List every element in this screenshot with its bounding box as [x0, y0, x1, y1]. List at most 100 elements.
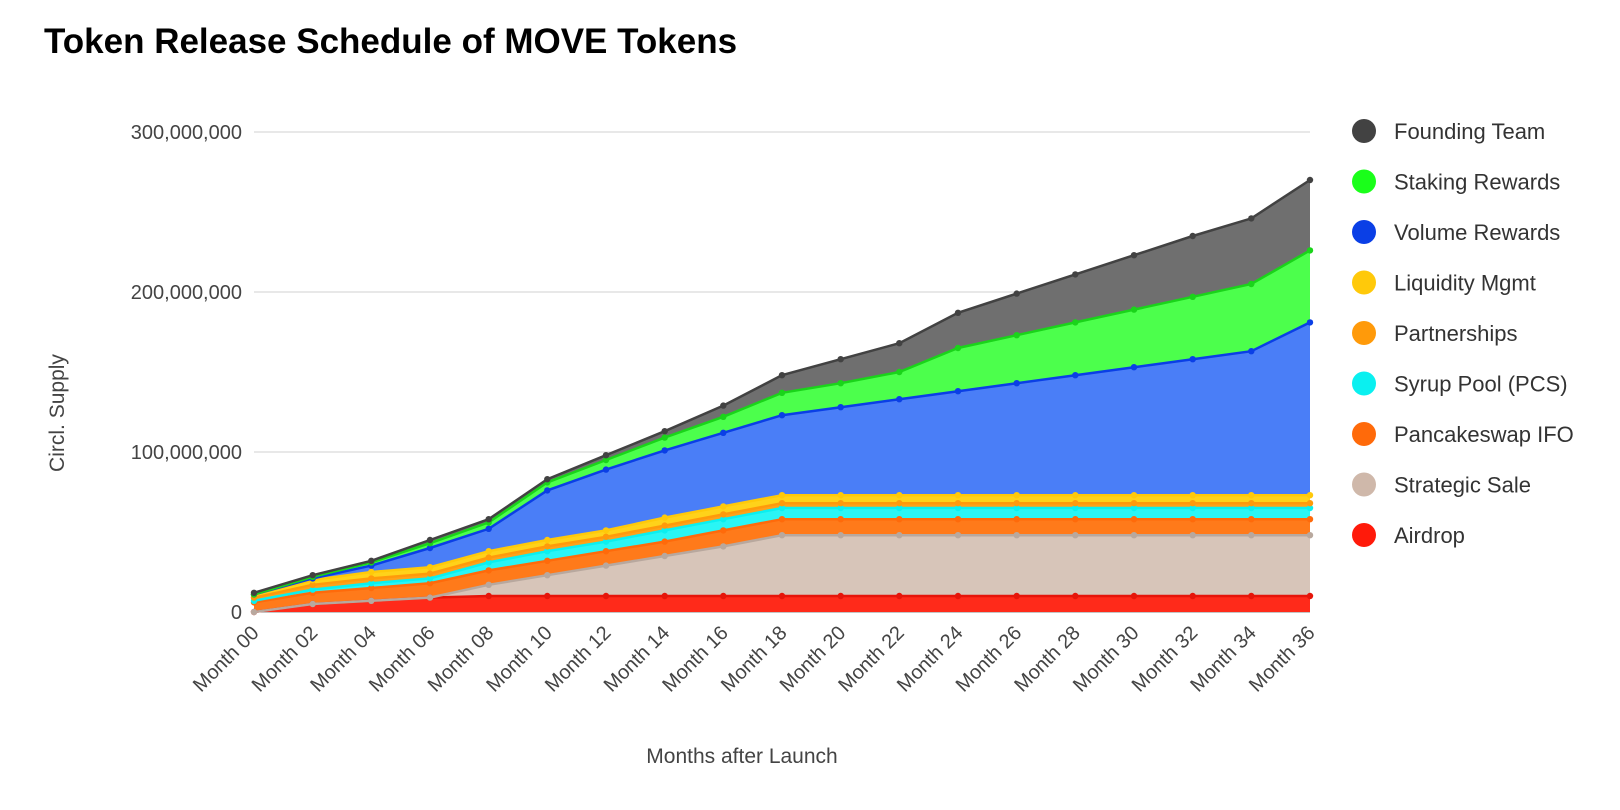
point-pancakeswap-ifo — [1306, 516, 1314, 523]
point-partnerships — [1189, 500, 1196, 507]
legend-item-volume-rewards: Volume Rewards — [1352, 220, 1560, 245]
point-pancakeswap-ifo — [954, 516, 962, 523]
point-partnerships — [602, 533, 610, 540]
point-liquidity-mgmt — [837, 492, 844, 499]
point-airdrop — [1130, 592, 1138, 600]
point-partnerships — [426, 570, 434, 577]
point-liquidity-mgmt — [661, 514, 668, 521]
point-strategic-sale — [661, 552, 668, 560]
point-partnerships — [1013, 500, 1020, 507]
area-strategic-sale — [254, 535, 1310, 612]
legend-label: Pancakeswap IFO — [1394, 422, 1574, 447]
point-strategic-sale — [426, 594, 434, 601]
point-airdrop — [837, 592, 844, 600]
point-liquidity-mgmt — [1248, 492, 1255, 499]
point-liquidity-mgmt — [1072, 492, 1079, 499]
point-founding-team — [426, 536, 434, 544]
point-strategic-sale — [1189, 532, 1196, 539]
point-strategic-sale — [1130, 532, 1138, 539]
point-syrup-pool-pcs — [778, 504, 786, 512]
point-founding-team — [1306, 176, 1314, 184]
point-airdrop — [720, 592, 727, 600]
legend-marker — [1352, 523, 1376, 547]
point-liquidity-mgmt — [1189, 492, 1196, 499]
point-strategic-sale — [544, 572, 551, 579]
point-syrup-pool-pcs — [309, 586, 316, 593]
legend: Founding Team Staking Rewards Volume Rewar… — [1352, 119, 1574, 548]
point-syrup-pool-pcs — [954, 504, 962, 512]
point-pancakeswap-ifo — [544, 557, 551, 564]
point-staking-rewards — [1130, 306, 1138, 313]
point-airdrop — [1189, 592, 1196, 600]
point-partnerships — [661, 522, 668, 529]
point-founding-team — [602, 452, 610, 459]
y-tick-label: 0 — [231, 602, 242, 624]
legend-item-pancakeswap-ifo: Pancakeswap IFO — [1352, 422, 1574, 447]
point-founding-team — [1189, 232, 1196, 240]
point-staking-rewards — [1306, 247, 1314, 254]
point-volume-rewards — [1306, 319, 1314, 326]
y-tick-label: 200,000,000 — [131, 282, 242, 304]
point-liquidity-mgmt — [602, 527, 610, 534]
legend-label: Founding Team — [1394, 119, 1545, 144]
point-staking-rewards — [661, 434, 668, 441]
point-liquidity-mgmt — [954, 492, 962, 499]
legend-marker — [1352, 422, 1376, 446]
point-founding-team — [837, 356, 844, 363]
legend-marker — [1352, 270, 1376, 295]
point-strategic-sale — [250, 608, 258, 616]
legend-label: Liquidity Mgmt — [1394, 271, 1536, 296]
point-volume-rewards — [426, 544, 434, 552]
point-partnerships — [954, 500, 962, 507]
legend-item-syrup-pool-pcs: Syrup Pool (PCS) — [1352, 371, 1568, 397]
point-strategic-sale — [720, 543, 727, 550]
point-pancakeswap-ifo — [1248, 516, 1255, 523]
point-founding-team — [954, 309, 962, 316]
point-partnerships — [309, 581, 316, 588]
point-pancakeswap-ifo — [720, 527, 727, 534]
series-lines — [250, 176, 1314, 616]
legend-label: Strategic Sale — [1394, 473, 1531, 498]
point-strategic-sale — [1072, 532, 1079, 539]
point-pancakeswap-ifo — [426, 580, 434, 587]
area-founding-team — [254, 180, 1310, 595]
point-staking-rewards — [602, 456, 610, 464]
area-pancakeswap-ifo — [254, 519, 1310, 612]
point-syrup-pool-pcs — [896, 504, 903, 512]
point-strategic-sale — [896, 532, 903, 539]
legend-label: Syrup Pool (PCS) — [1394, 372, 1568, 397]
point-partnerships — [896, 500, 903, 507]
legend-item-airdrop: Airdrop — [1352, 523, 1465, 548]
point-pancakeswap-ifo — [1130, 516, 1138, 523]
point-staking-rewards — [1248, 280, 1255, 288]
point-pancakeswap-ifo — [368, 584, 375, 592]
point-partnerships — [1248, 500, 1255, 507]
point-airdrop — [544, 592, 551, 600]
point-syrup-pool-pcs — [1130, 504, 1138, 512]
point-founding-team — [1072, 271, 1079, 278]
point-airdrop — [1306, 592, 1314, 600]
point-staking-rewards — [1189, 293, 1196, 300]
legend-label: Airdrop — [1394, 523, 1465, 548]
point-airdrop — [778, 592, 786, 600]
legend-label: Volume Rewards — [1394, 220, 1560, 245]
point-syrup-pool-pcs — [1248, 504, 1255, 512]
point-liquidity-mgmt — [1013, 492, 1020, 499]
legend-label: Staking Rewards — [1394, 170, 1560, 195]
point-partnerships — [1306, 500, 1314, 507]
point-founding-team — [661, 428, 668, 435]
point-partnerships — [1072, 500, 1079, 507]
x-axis-title: Months after Launch — [646, 745, 837, 768]
legend-item-staking-rewards: Staking Rewards — [1352, 169, 1560, 195]
legend-label: Partnerships — [1394, 321, 1518, 346]
point-partnerships — [720, 511, 727, 518]
point-strategic-sale — [778, 532, 786, 539]
point-syrup-pool-pcs — [1306, 504, 1314, 512]
point-strategic-sale — [309, 600, 316, 608]
point-founding-team — [485, 516, 492, 523]
point-volume-rewards — [837, 404, 844, 411]
point-staking-rewards — [837, 380, 844, 387]
legend-marker — [1352, 371, 1376, 396]
point-volume-rewards — [661, 447, 668, 454]
